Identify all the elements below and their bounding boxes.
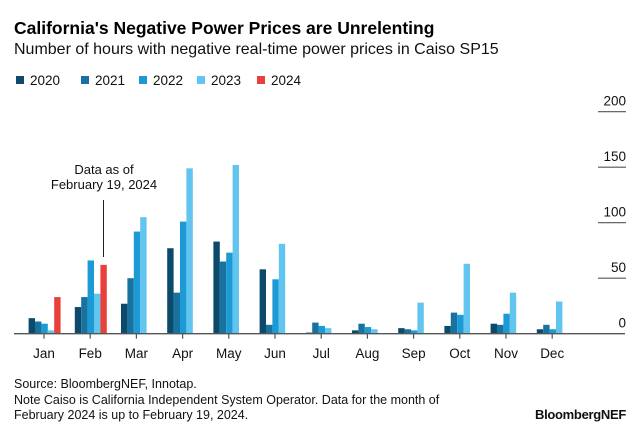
bars (28, 164, 563, 334)
bar-jun-2023 (278, 243, 286, 334)
bar-oct-2020 (444, 325, 451, 334)
y-tick-label: 0 (618, 316, 626, 331)
legend: 2020 2021 2022 2023 2024 (16, 73, 302, 88)
bar-jul-2023 (325, 328, 332, 334)
bar-sep-2022 (411, 330, 418, 334)
x-tick-label-aug: Aug (355, 346, 379, 361)
bar-mar-2022 (133, 231, 141, 334)
bar-nov-2021 (497, 324, 504, 334)
bar-apr-2021 (173, 292, 180, 334)
x-axis: Jan Feb Mar Apr May Jun Jul Aug Sep Oct Nov Dec (33, 333, 564, 361)
bar-mar-2021 (127, 278, 134, 334)
x-tick-label-feb: Feb (79, 346, 102, 361)
annotation-line-2: February 19, 2024 (51, 177, 157, 192)
bar-jul-2021 (312, 322, 319, 334)
bar-apr-2020 (167, 248, 174, 334)
bar-feb-2020 (74, 307, 82, 334)
x-tick-label-nov: Nov (494, 346, 518, 361)
bar-dec-2020 (536, 329, 544, 334)
bar-mar-2020 (121, 303, 128, 334)
legend-swatch-2022 (139, 76, 147, 84)
legend-swatch-2021 (81, 76, 89, 84)
bar-jan-2020 (28, 318, 35, 334)
bar-jun-2021 (266, 324, 273, 334)
bar-nov-2020 (490, 323, 497, 334)
bar-apr-2023 (186, 168, 193, 334)
bar-oct-2022 (457, 314, 464, 334)
y-tick-label: 200 (603, 94, 626, 109)
x-tick-label-jan: Jan (33, 346, 55, 361)
bar-oct-2023 (463, 263, 470, 334)
bar-aug-2020 (352, 330, 359, 334)
annotation: Data as of February 19, 2024 (51, 162, 157, 257)
bar-nov-2023 (509, 292, 517, 334)
legend-label-2021: 2021 (95, 73, 125, 88)
chart-subtitle: Number of hours with negative real-time … (14, 41, 499, 58)
bar-dec-2022 (549, 329, 556, 334)
legend-label-2023: 2023 (211, 73, 241, 88)
x-tick-label-mar: Mar (125, 346, 149, 361)
bar-sep-2021 (404, 329, 411, 334)
x-tick-label-oct: Oct (449, 346, 470, 361)
bar-feb-2023 (94, 293, 101, 334)
annotation-line-1: Data as of (74, 162, 134, 177)
legend-swatch-2024 (257, 76, 265, 84)
bar-feb-2024 (100, 264, 107, 334)
legend-swatch-2023 (197, 76, 205, 84)
legend-label-2024: 2024 (271, 73, 302, 88)
bar-sep-2023 (417, 302, 424, 334)
bar-mar-2023 (140, 217, 147, 334)
legend-swatch-2020 (16, 76, 24, 84)
x-tick-label-sep: Sep (402, 346, 426, 361)
bar-jan-2023 (47, 330, 55, 334)
bar-jan-2022 (41, 323, 48, 334)
bar-jan-2021 (35, 321, 42, 334)
y-axis: 0 50 100 150 200 (598, 94, 626, 331)
bar-feb-2022 (87, 260, 94, 334)
bar-apr-2022 (180, 221, 187, 334)
bar-oct-2021 (450, 312, 458, 334)
bar-may-2020 (213, 241, 220, 334)
bar-jun-2020 (259, 269, 266, 334)
bar-may-2021 (219, 261, 227, 334)
legend-label-2022: 2022 (153, 73, 183, 88)
bar-may-2022 (226, 252, 233, 334)
x-tick-label-apr: Apr (172, 346, 194, 361)
bar-sep-2020 (398, 328, 405, 334)
brand-logo: BloombergNEF (535, 407, 626, 422)
bar-jun-2022 (272, 279, 279, 334)
bar-jan-2024 (54, 297, 61, 334)
bar-aug-2023 (371, 329, 378, 334)
bar-dec-2021 (543, 324, 550, 334)
bar-may-2023 (232, 164, 239, 334)
legend-label-2020: 2020 (30, 73, 60, 88)
y-tick-label: 100 (603, 205, 626, 220)
chart-title: California's Negative Power Prices are U… (14, 18, 434, 38)
y-tick-label: 150 (603, 149, 626, 164)
bar-jul-2022 (318, 325, 325, 334)
bar-dec-2023 (556, 301, 563, 334)
bar-aug-2021 (358, 323, 365, 334)
bar-nov-2022 (503, 313, 510, 334)
note-line-2: February 2024 is up to February 19, 2024… (14, 408, 248, 422)
x-tick-label-may: May (216, 346, 242, 361)
bar-aug-2022 (364, 327, 372, 334)
x-tick-label-dec: Dec (540, 346, 564, 361)
bar-feb-2021 (81, 297, 88, 334)
source-text: Source: BloombergNEF, Innotap. (14, 377, 197, 391)
x-tick-label-jun: Jun (264, 346, 286, 361)
y-tick-label: 50 (611, 260, 626, 275)
x-tick-label-jul: Jul (313, 346, 330, 361)
note-line-1: Note Caiso is California Independent Sys… (14, 393, 440, 407)
